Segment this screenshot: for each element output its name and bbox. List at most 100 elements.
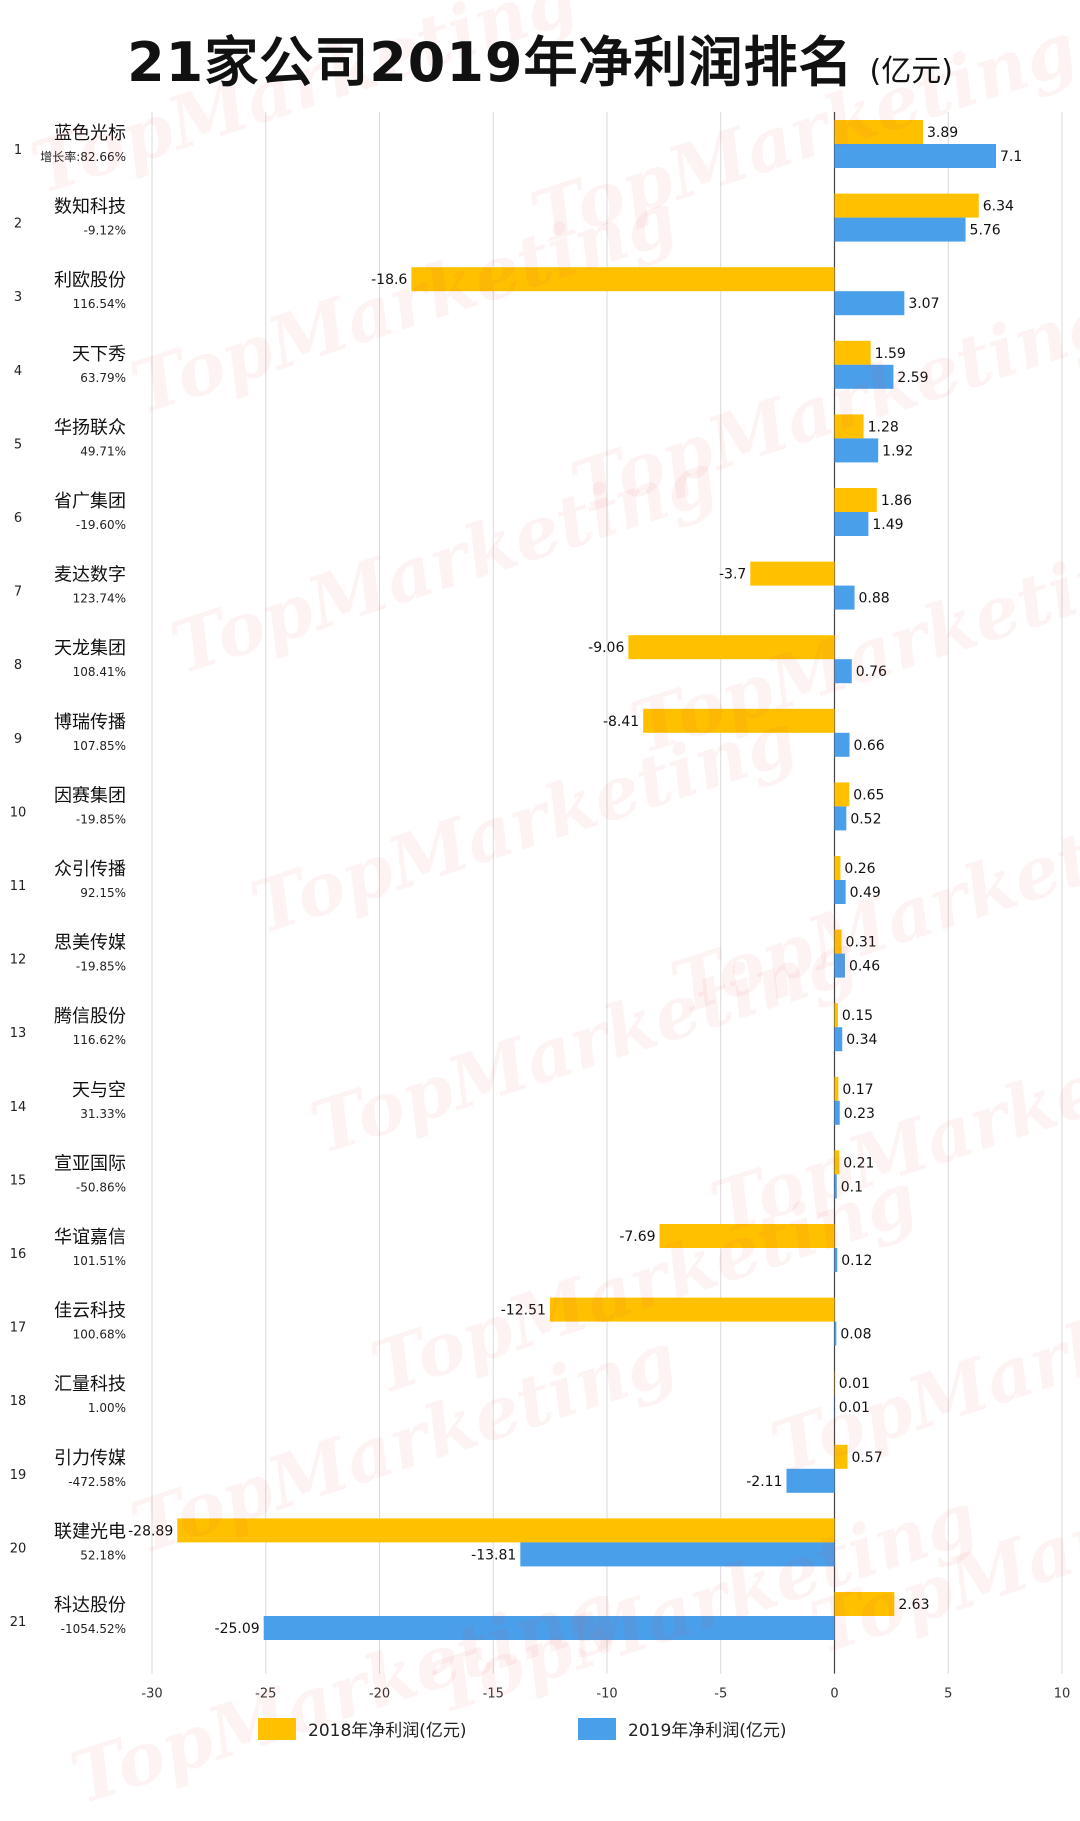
data-label-2019: 0.1	[841, 1179, 863, 1195]
category-rank: 2	[14, 217, 22, 232]
data-label-2019: 0.46	[849, 959, 880, 975]
category-growth: 107.85%	[73, 739, 126, 753]
category-name: 天与空	[72, 1080, 126, 1101]
category-name: 蓝色光标	[54, 123, 126, 144]
category-growth: 63.79%	[80, 371, 126, 385]
category-growth: -50.86%	[76, 1180, 126, 1194]
category-rank: 19	[10, 1468, 27, 1483]
data-label-2018: -12.51	[501, 1303, 546, 1319]
data-label-2019: 0.76	[856, 664, 887, 680]
data-label-2018: 1.59	[875, 346, 906, 362]
data-label-2018: 3.89	[927, 125, 958, 141]
category-rank: 17	[10, 1321, 27, 1336]
bar-2019	[835, 733, 850, 757]
chart-title-block: 21家公司2019年净利润排名(亿元)	[0, 18, 1080, 97]
category-growth: 49.71%	[80, 444, 126, 458]
bar-2019	[835, 954, 845, 978]
chart-title: 21家公司2019年净利润排名	[127, 31, 853, 94]
data-label-2019: -13.81	[471, 1547, 516, 1563]
bars	[177, 120, 996, 1640]
legend-label-2018: 2018年净利润(亿元)	[308, 1716, 467, 1741]
category-growth: 108.41%	[73, 665, 126, 679]
category-rank: 12	[10, 953, 27, 968]
data-label-2018: 0.21	[843, 1155, 874, 1171]
category-name: 博瑞传播	[54, 712, 126, 733]
data-label-2019: 0.66	[854, 738, 885, 754]
legend-swatch-2019	[578, 1718, 616, 1740]
category-growth: 100.68%	[73, 1328, 126, 1342]
data-label-2018: 1.86	[881, 493, 912, 509]
bar-2019	[835, 1174, 837, 1198]
category-rank: 5	[14, 437, 22, 452]
bar-2019	[835, 291, 905, 315]
category-rank: 15	[10, 1173, 27, 1188]
bar-2018	[835, 1445, 848, 1469]
data-label-2019: 0.34	[846, 1032, 877, 1048]
x-tick-label: -20	[369, 1687, 390, 1702]
data-label-2018: 0.26	[844, 861, 875, 877]
data-label-2018: 6.34	[983, 199, 1014, 215]
category-growth: 92.15%	[80, 886, 126, 900]
data-label-2019: 0.49	[850, 885, 881, 901]
data-labels: 3.897.16.345.76-18.63.071.592.591.281.92…	[128, 125, 1022, 1637]
data-label-2018: 0.31	[846, 935, 877, 951]
category-name: 联建光电	[54, 1521, 126, 1542]
category-rank: 21	[10, 1615, 27, 1630]
category-rank: 9	[14, 732, 22, 747]
category-growth: 1.00%	[88, 1401, 126, 1415]
bar-2019	[835, 1027, 843, 1051]
legend-label-2019: 2019年净利润(亿元)	[628, 1716, 787, 1741]
data-label-2019: 2.59	[897, 370, 928, 386]
bar-2018	[628, 635, 834, 659]
category-rank: 13	[10, 1026, 27, 1041]
category-growth: -19.85%	[76, 812, 126, 826]
legend-item-2019: 2019年净利润(亿元)	[578, 1716, 787, 1741]
bar-2019	[786, 1469, 834, 1493]
bar-2018	[835, 1150, 840, 1174]
data-label-2018: 0.15	[842, 1008, 873, 1024]
bar-2019	[264, 1616, 835, 1640]
category-rank: 4	[14, 364, 22, 379]
bar-2018	[750, 562, 834, 586]
bar-2018	[550, 1298, 835, 1322]
data-label-2019: 0.88	[859, 591, 890, 607]
category-name: 宣亚国际	[54, 1153, 126, 1174]
bar-2019	[835, 1322, 837, 1346]
data-label-2018: -3.7	[719, 567, 746, 583]
bar-2018	[660, 1224, 835, 1248]
category-name: 麦达数字	[54, 565, 126, 586]
category-name: 天龙集团	[54, 638, 126, 659]
bar-2018	[411, 267, 834, 291]
bar-2019	[520, 1542, 834, 1566]
category-growth: 123.74%	[73, 592, 126, 606]
bar-2018	[177, 1518, 834, 1542]
category-rank: 11	[10, 879, 27, 894]
bar-2018	[835, 341, 871, 365]
category-rank: 3	[14, 290, 22, 305]
legend-swatch-2018	[258, 1718, 296, 1740]
data-label-2018: -9.06	[588, 640, 624, 656]
bar-2019	[835, 880, 846, 904]
category-name: 华扬联众	[54, 417, 126, 438]
category-name: 天下秀	[72, 344, 126, 365]
data-label-2019: -2.11	[746, 1474, 782, 1490]
bar-2018	[835, 856, 841, 880]
data-label-2018: -7.69	[619, 1229, 655, 1245]
data-label-2018: 0.17	[842, 1082, 873, 1098]
x-tick-label: -30	[141, 1687, 162, 1702]
category-rank: 6	[14, 511, 22, 526]
data-label-2018: 1.28	[868, 419, 899, 435]
x-tick-label: -15	[483, 1687, 504, 1702]
bar-2018	[835, 782, 850, 806]
bar-2018	[835, 194, 979, 218]
data-label-2019: 3.07	[908, 296, 939, 312]
data-label-2019: 7.1	[1000, 149, 1022, 165]
data-label-2019: 1.92	[882, 443, 913, 459]
data-label-2018: -28.89	[128, 1523, 173, 1539]
category-rank: 16	[10, 1247, 27, 1262]
category-rank: 1	[14, 143, 22, 158]
x-tick-label: -25	[255, 1687, 276, 1702]
legend-item-2018: 2018年净利润(亿元)	[258, 1716, 467, 1741]
category-labels: 蓝色光标增长率:82.66%1数知科技-9.12%2利欧股份116.54%3天下…	[10, 123, 126, 1636]
